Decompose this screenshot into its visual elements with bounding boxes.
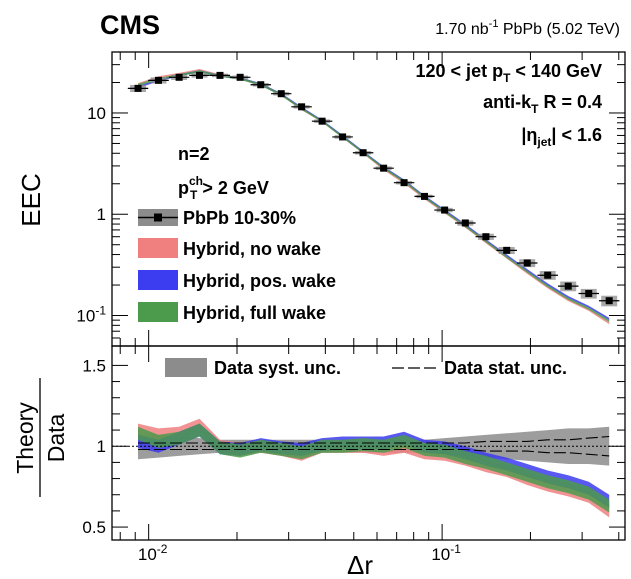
n-power-label: n=2 (178, 144, 210, 164)
legend-entry-no-wake: Hybrid, no wake (138, 238, 321, 259)
axes-frames (111, 51, 626, 541)
ratio-bottom-panel (112, 418, 625, 518)
jetpt-selection-label: 120 < jet pT < 140 GeV (416, 61, 602, 85)
data-point (298, 103, 306, 111)
legend-stat-label: Data stat. unc. (444, 358, 567, 378)
y-bot-tick-label: 1 (97, 437, 106, 456)
legend-syst-swatch (165, 358, 207, 377)
data-point (257, 81, 265, 89)
y-bot-tick-label: 1.5 (82, 356, 106, 375)
ratio-title-numerator: Theory (12, 402, 38, 474)
data-point (523, 259, 531, 267)
data-point (482, 233, 490, 241)
data-point (564, 282, 572, 290)
data-point (380, 164, 388, 172)
y-top-tick-label: 1 (97, 205, 106, 224)
jet-eta-label: |ηjet| < 1.6 (521, 125, 602, 149)
y-axis-title-bottom: Theory Data (12, 378, 69, 497)
ratio-stat-line-upper (138, 435, 610, 444)
y-axis-title-top: EEC (16, 173, 46, 226)
jet-algo-label: anti-kT R = 0.4 (483, 92, 602, 116)
x-tick-label: 10-1 (431, 542, 461, 564)
data-point (134, 84, 142, 92)
legend-pos-wake-label: Hybrid, pos. wake (183, 271, 336, 291)
legend-full-wake-swatch (138, 302, 178, 322)
data-point (461, 219, 469, 227)
legend-data-label: PbPb 10-30% (183, 208, 296, 228)
x-tick-label: 10-2 (138, 542, 168, 564)
data-point (154, 76, 162, 84)
data-point (503, 246, 511, 254)
data-point (277, 90, 285, 98)
ratio-title-denominator: Data (43, 414, 69, 463)
data-point (195, 71, 203, 79)
y-top-tick-label: 10 (87, 104, 106, 123)
data-point (400, 179, 408, 187)
data-point (605, 297, 613, 305)
data-point (585, 289, 593, 297)
data-point (359, 149, 367, 157)
data-point (236, 73, 244, 81)
ratio-stat-lines (112, 435, 625, 457)
legend-no-wake-swatch (138, 238, 178, 258)
track-pt-cut-label: pch T > 2 GeV (178, 174, 269, 202)
legend-no-wake-label: Hybrid, no wake (183, 239, 321, 259)
data-point (339, 133, 347, 141)
y-top-tick-label: 10-1 (76, 304, 106, 326)
data-point (441, 206, 449, 214)
bottom-frame (111, 345, 626, 541)
legend-entry-full-wake: Hybrid, full wake (138, 302, 326, 323)
ratio-band-hybrid-full-wake (138, 423, 610, 513)
legend-data-marker (154, 213, 162, 222)
experiment-label: CMS (100, 10, 160, 40)
legend-full-wake-label: Hybrid, full wake (183, 303, 326, 323)
eec-top-panel (127, 69, 620, 325)
axis-ticks: 10-2 10-1 10-1 1 10 0.5 1 1.5 (76, 51, 625, 564)
top-data-points (127, 71, 620, 307)
data-point (216, 71, 224, 79)
legend-entry-data: PbPb 10-30% (138, 208, 296, 228)
data-point (421, 192, 429, 200)
data-point (175, 73, 183, 81)
y-bot-tick-label: 0.5 (82, 518, 106, 537)
legend-entry-pos-wake: Hybrid, pos. wake (138, 270, 336, 291)
data-point (318, 117, 326, 125)
legend-syst-label: Data syst. unc. (214, 358, 341, 378)
x-axis-title: Δr (347, 550, 373, 579)
lumi-label: 1.70 nb-1 PbPb (5.02 TeV) (435, 18, 620, 38)
bottom-legend: Data syst. unc. Data stat. unc. (165, 358, 567, 378)
top-legend: PbPb 10-30% Hybrid, no wake Hybrid, pos.… (138, 208, 336, 323)
ratio-stat-line-lower (138, 448, 610, 457)
data-point (544, 271, 552, 279)
legend-pos-wake-swatch (138, 270, 178, 290)
